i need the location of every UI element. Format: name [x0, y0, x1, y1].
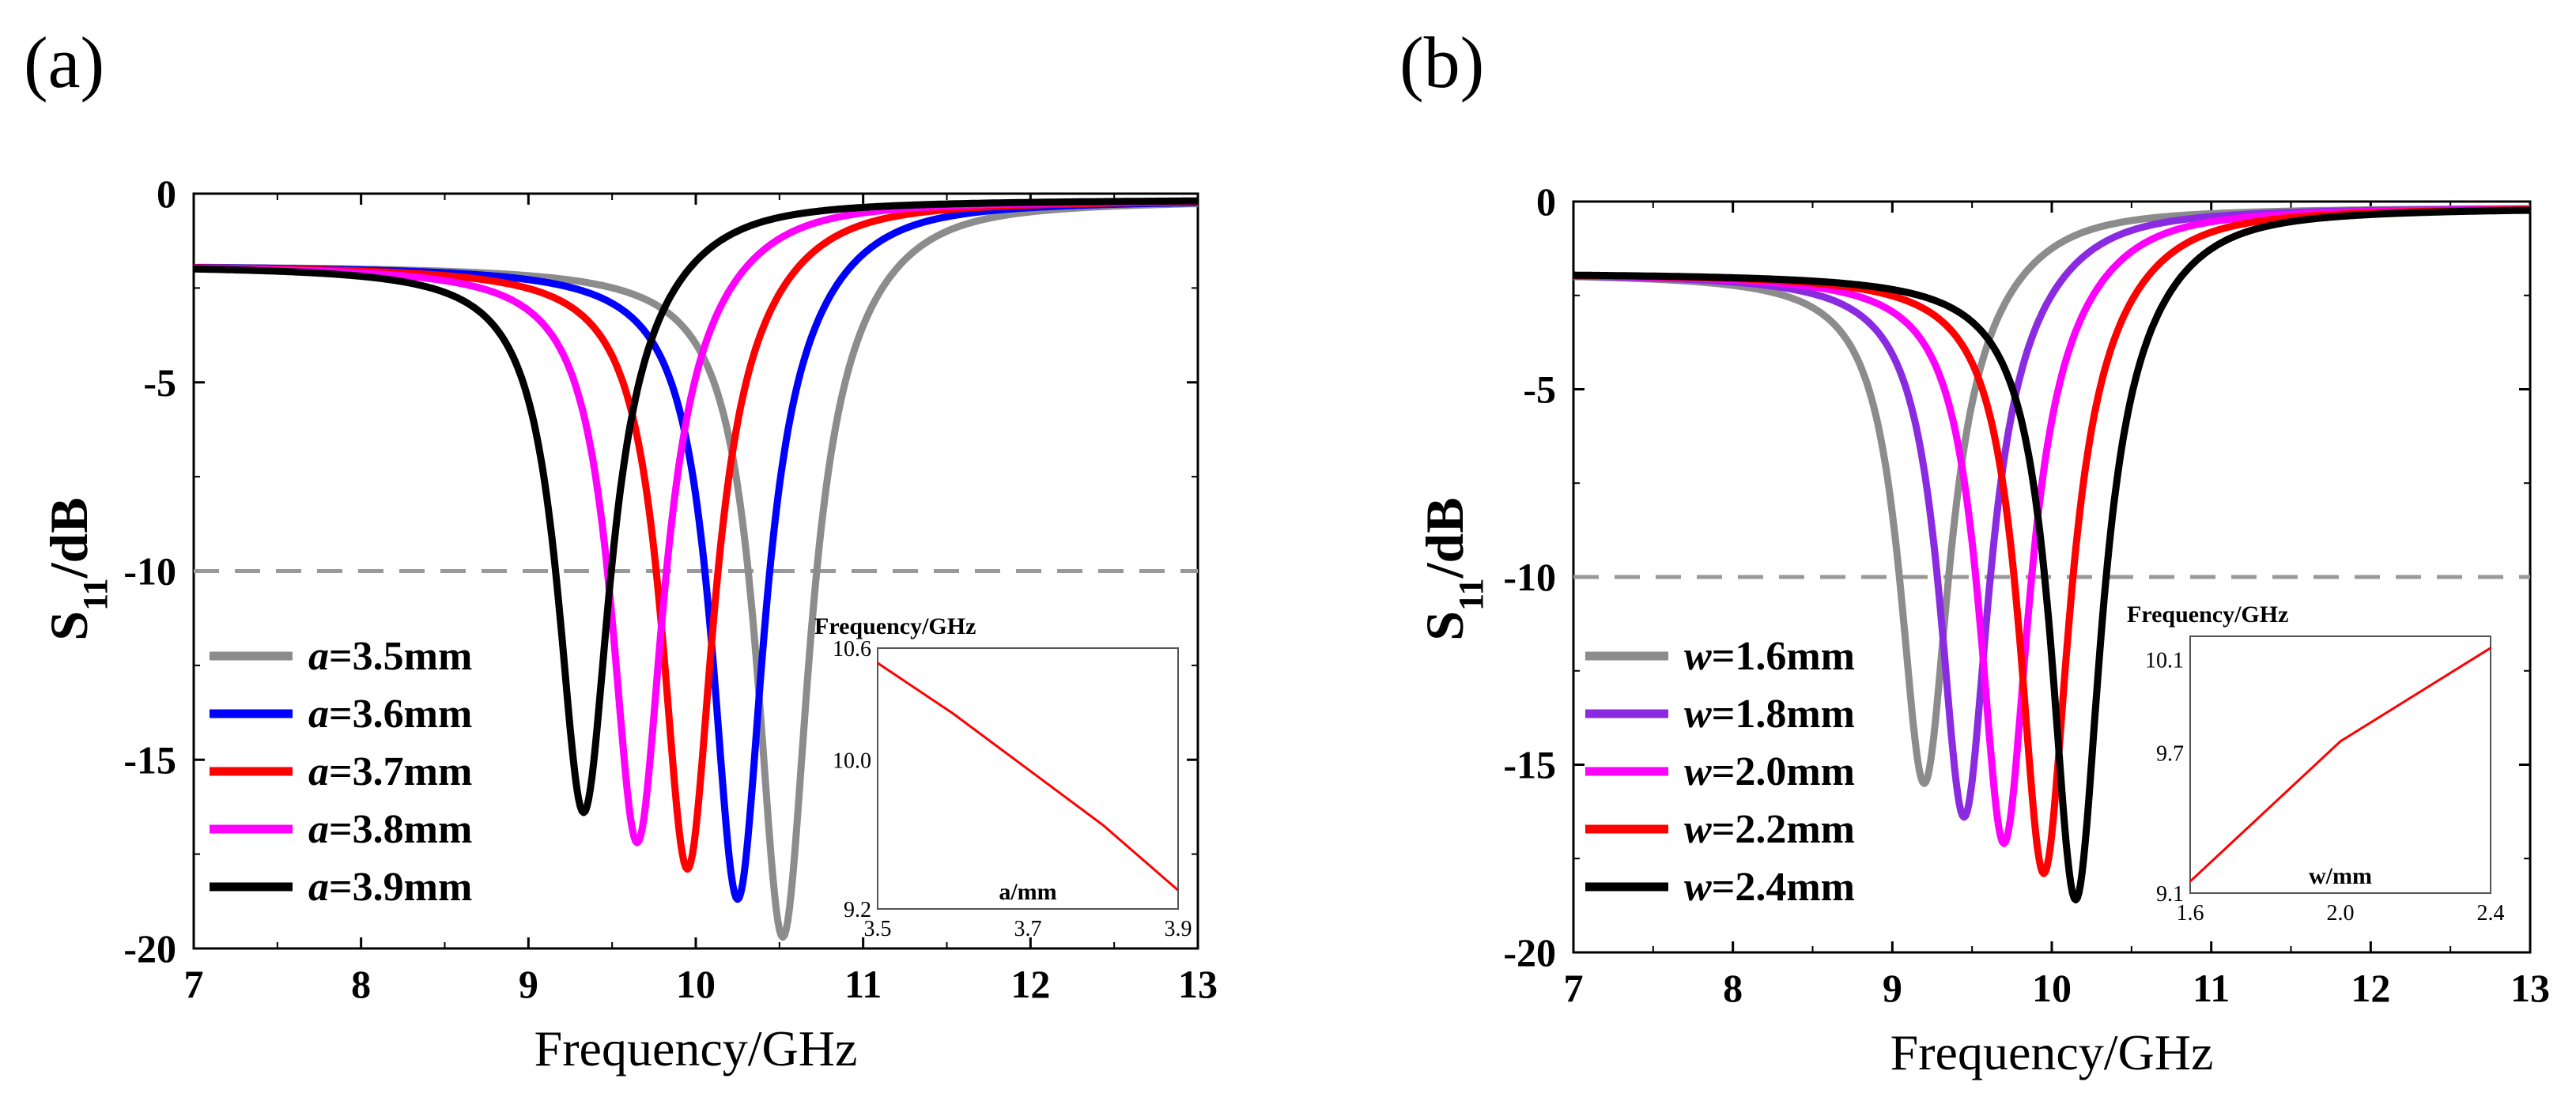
y-tick-label: -5: [143, 360, 176, 405]
inset-title: Frequency/GHz: [814, 613, 976, 639]
legend-param: w: [1684, 807, 1712, 852]
legend-value: =2.2mm: [1712, 807, 1855, 852]
y-tick-label: 0: [157, 172, 176, 216]
inset-xlabel: a/mm: [999, 879, 1056, 905]
x-tick-label: 11: [844, 962, 882, 1006]
legend-param: a: [308, 749, 329, 794]
legend-param: a: [308, 634, 329, 679]
legend-value: =2.0mm: [1712, 749, 1855, 794]
legend-label: a=3.7mm: [308, 749, 472, 794]
inset-x-tick-label: 1.6: [2177, 901, 2204, 926]
x-axis-title: Frequency/GHz: [1890, 1024, 2214, 1080]
inset-x-tick-label: 2.0: [2327, 901, 2355, 926]
x-tick-label: 9: [519, 962, 538, 1006]
y-tick-label: -20: [1503, 930, 1556, 975]
x-tick-label: 13: [2510, 966, 2550, 1010]
legend-label: a=3.6mm: [308, 692, 472, 737]
series-line-4: [1571, 206, 2533, 903]
inset-y-tick-label: 10.1: [2145, 649, 2184, 673]
legend-value: =3.9mm: [329, 865, 472, 910]
y-axis-title-sub: 11: [1452, 578, 1490, 611]
x-tick-label: 8: [1723, 966, 1743, 1010]
y-axis-title: S11/dB: [1415, 497, 1490, 640]
y-tick-label: 0: [1536, 179, 1556, 224]
y-axis-title-unit: /dB: [39, 497, 99, 579]
legend-value: =3.8mm: [329, 807, 472, 852]
legend-label: a=3.9mm: [308, 865, 472, 910]
x-tick-label: 7: [184, 962, 204, 1006]
x-tick-label: 13: [1178, 962, 1218, 1006]
x-tick-label: 9: [1883, 966, 1902, 1010]
legend-param: w: [1684, 749, 1712, 794]
legend-label: w=2.0mm: [1684, 749, 1855, 794]
y-axis-title: S11/dB: [39, 497, 115, 640]
y-tick-label: -5: [1523, 368, 1556, 412]
inset-y-tick-label: 10.0: [833, 748, 871, 773]
x-tick-label: 7: [1564, 966, 1584, 1010]
chart-panel-a: (a) 7 8 9 10 11 12 13 0 -5 -10 -15 -20 Frequency/GHz S…: [24, 22, 1218, 1076]
series-line-4: [191, 197, 1200, 816]
x-tick-label: 10: [2032, 966, 2072, 1010]
legend-label: w=1.6mm: [1684, 634, 1855, 679]
x-tick-label: 8: [351, 962, 371, 1006]
legend-label: w=2.4mm: [1684, 865, 1855, 910]
y-axis-title-sub: 11: [76, 578, 115, 611]
panel-label: (b): [1399, 22, 1484, 103]
inset-y-tick-label: 10.6: [833, 637, 871, 662]
legend-value: =3.7mm: [329, 749, 472, 794]
inset-line: [877, 662, 1179, 892]
y-tick-label: -10: [123, 549, 176, 594]
inset-title: Frequency/GHz: [2127, 601, 2288, 628]
x-tick-label: 12: [1010, 962, 1050, 1006]
inset-y-tick-label: 9.2: [844, 898, 871, 922]
y-tick-label: -20: [123, 926, 176, 971]
legend-param: w: [1684, 865, 1712, 910]
inset-x-tick-label: 3.7: [1014, 917, 1042, 941]
inset-x-tick-label: 2.4: [2477, 901, 2505, 926]
legend-label: w=1.8mm: [1684, 692, 1855, 737]
inset-x-tick-label: 3.9: [1165, 917, 1192, 941]
inset-line: [2189, 647, 2491, 883]
x-tick-label: 10: [676, 962, 716, 1006]
legend-value: =3.6mm: [329, 692, 472, 737]
y-axis-title-main: S: [1415, 611, 1475, 641]
legend-label: a=3.8mm: [308, 807, 472, 852]
y-tick-label: -15: [123, 737, 176, 782]
legend-label: w=2.2mm: [1684, 807, 1855, 852]
legend-value: =1.6mm: [1712, 634, 1855, 679]
inset-y-tick-label: 9.7: [2156, 742, 2184, 767]
panel-label: (a): [24, 22, 104, 103]
inset-frame: [877, 647, 1179, 910]
y-tick-label: -10: [1503, 555, 1556, 599]
legend-param: a: [308, 865, 329, 910]
inset-xlabel: w/mm: [2309, 863, 2372, 889]
legend-label: a=3.5mm: [308, 634, 472, 679]
legend-value: =3.5mm: [329, 634, 472, 679]
inset-x-tick-label: 3.5: [864, 917, 892, 941]
legend-param: a: [308, 692, 329, 737]
chart-panel-b: (b) 7 8 9 10 11 12 13 0 -5 -10 -15 -20 Frequency/GHz S…: [1399, 22, 2550, 1080]
x-tick-label: 12: [2351, 966, 2390, 1010]
x-tick-label: 11: [2193, 966, 2230, 1010]
legend-value: =2.4mm: [1712, 865, 1855, 910]
y-axis-title-unit: /dB: [1415, 497, 1475, 579]
legend-param: w: [1684, 634, 1712, 679]
legend-value: =1.8mm: [1712, 692, 1855, 737]
legend-param: a: [308, 807, 329, 852]
y-axis-title-main: S: [39, 611, 99, 641]
legend-param: w: [1684, 692, 1712, 737]
y-tick-label: -15: [1503, 743, 1556, 787]
inset-y-tick-label: 9.1: [2156, 882, 2184, 907]
x-axis-title: Frequency/GHz: [534, 1020, 858, 1076]
